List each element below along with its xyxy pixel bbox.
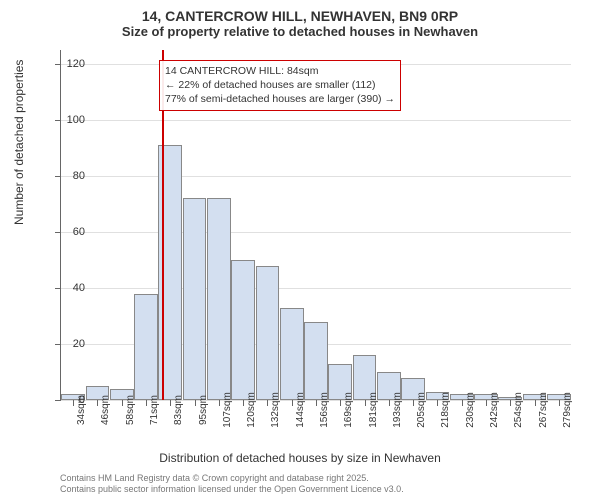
x-tick — [389, 400, 390, 406]
y-tick-label: 100 — [45, 114, 85, 126]
x-tick — [437, 400, 438, 406]
histogram-bar — [134, 294, 158, 400]
x-tick — [122, 400, 123, 406]
chart-title-sub: Size of property relative to detached ho… — [0, 24, 600, 43]
x-tick — [316, 400, 317, 406]
chart-title-main: 14, CANTERCROW HILL, NEWHAVEN, BN9 0RP — [0, 0, 600, 24]
y-tick-label: 60 — [45, 226, 85, 238]
x-tick — [219, 400, 220, 406]
x-axis-title: Distribution of detached houses by size … — [0, 451, 600, 465]
x-tick — [97, 400, 98, 406]
annotation-line: 77% of semi-detached houses are larger (… — [165, 92, 395, 106]
annotation-line: 14 CANTERCROW HILL: 84sqm — [165, 64, 395, 78]
histogram-bar — [207, 198, 231, 400]
x-tick-label: 132sqm — [270, 392, 281, 428]
footer-line: Contains HM Land Registry data © Crown c… — [60, 473, 404, 485]
x-tick — [267, 400, 268, 406]
x-tick — [559, 400, 560, 406]
x-tick-label: 218sqm — [440, 392, 451, 428]
x-tick-label: 254sqm — [513, 392, 524, 428]
histogram-bar — [280, 308, 304, 400]
x-tick-label: 34sqm — [76, 395, 87, 425]
histogram-bar — [256, 266, 280, 400]
x-tick-label: 267sqm — [538, 392, 549, 428]
x-tick-label: 169sqm — [343, 392, 354, 428]
y-axis-title: Number of detached properties — [12, 60, 26, 225]
x-tick-label: 107sqm — [222, 392, 233, 428]
footer-line: Contains public sector information licen… — [60, 484, 404, 496]
x-tick-label: 83sqm — [173, 395, 184, 425]
gridline — [61, 176, 571, 177]
histogram-bar — [183, 198, 207, 400]
annotation-line: ← 22% of detached houses are smaller (11… — [165, 78, 395, 92]
x-tick — [340, 400, 341, 406]
histogram-bar — [304, 322, 328, 400]
x-tick-label: 46sqm — [100, 395, 111, 425]
x-tick — [486, 400, 487, 406]
x-tick — [292, 400, 293, 406]
x-tick-label: 230sqm — [465, 392, 476, 428]
x-tick-label: 242sqm — [489, 392, 500, 428]
x-tick — [413, 400, 414, 406]
x-tick-label: 156sqm — [319, 392, 330, 428]
chart-container: 14, CANTERCROW HILL, NEWHAVEN, BN9 0RP S… — [0, 0, 600, 500]
x-tick — [146, 400, 147, 406]
x-tick — [535, 400, 536, 406]
y-tick-label: 120 — [45, 58, 85, 70]
x-tick-label: 279sqm — [562, 392, 573, 428]
gridline — [61, 288, 571, 289]
histogram-bar — [231, 260, 255, 400]
y-tick-label: 40 — [45, 282, 85, 294]
x-tick-label: 193sqm — [392, 392, 403, 428]
annotation-box: 14 CANTERCROW HILL: 84sqm ← 22% of detac… — [159, 60, 401, 111]
x-tick — [170, 400, 171, 406]
y-tick-label: 20 — [45, 338, 85, 350]
gridline — [61, 120, 571, 121]
x-tick-label: 144sqm — [295, 392, 306, 428]
x-tick — [243, 400, 244, 406]
x-tick-label: 58sqm — [125, 395, 136, 425]
x-tick — [510, 400, 511, 406]
x-tick-label: 181sqm — [368, 392, 379, 428]
x-tick-label: 205sqm — [416, 392, 427, 428]
y-tick-label: 80 — [45, 170, 85, 182]
x-tick-label: 71sqm — [149, 395, 160, 425]
x-tick-label: 120sqm — [246, 392, 257, 428]
x-tick — [462, 400, 463, 406]
footer-note: Contains HM Land Registry data © Crown c… — [60, 473, 404, 496]
x-tick-label: 95sqm — [198, 395, 209, 425]
gridline — [61, 232, 571, 233]
x-tick — [195, 400, 196, 406]
x-tick — [365, 400, 366, 406]
plot-area: 14 CANTERCROW HILL: 84sqm ← 22% of detac… — [60, 50, 571, 401]
